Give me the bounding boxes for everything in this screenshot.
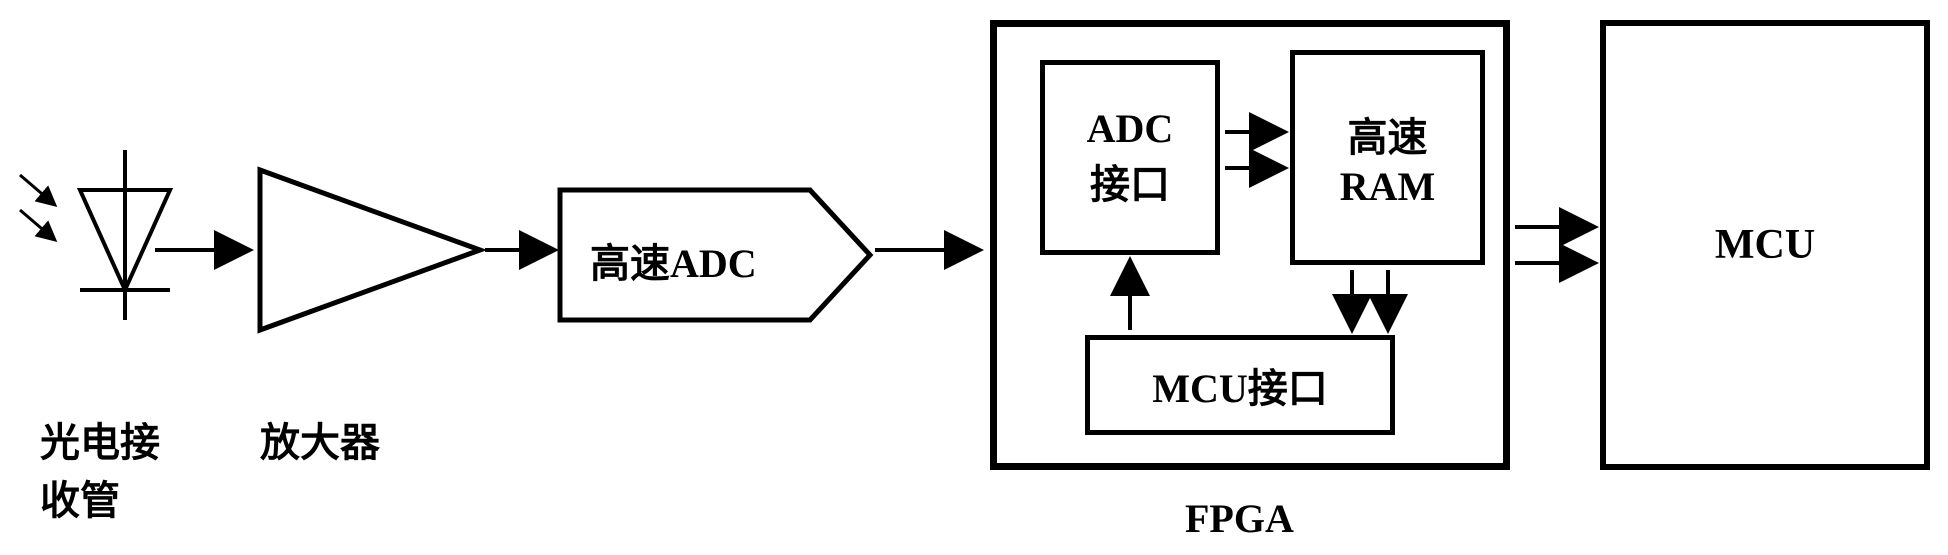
fpga-label: FPGA: [1185, 495, 1294, 542]
ram-label: 高速 RAM: [1340, 105, 1436, 210]
mcu-interface-block: MCU接口: [1085, 335, 1395, 435]
adc-interface-block: ADC 接口: [1040, 60, 1220, 255]
diagram-canvas: 光电接 收管 放大器 高速ADC FPGA ADC 接口 高速 RAM MCU接…: [0, 0, 1948, 555]
ram-block: 高速 RAM: [1290, 50, 1485, 265]
adc-label: 高速ADC: [590, 231, 757, 289]
photodiode-label: 光电接 收管: [40, 410, 160, 526]
mcu-label: MCU: [1715, 221, 1815, 269]
adc-interface-label: ADC 接口: [1087, 105, 1174, 210]
mcu-block: MCU: [1600, 20, 1930, 470]
mcu-interface-label: MCU接口: [1152, 356, 1328, 414]
amplifier-label: 放大器: [260, 410, 380, 468]
